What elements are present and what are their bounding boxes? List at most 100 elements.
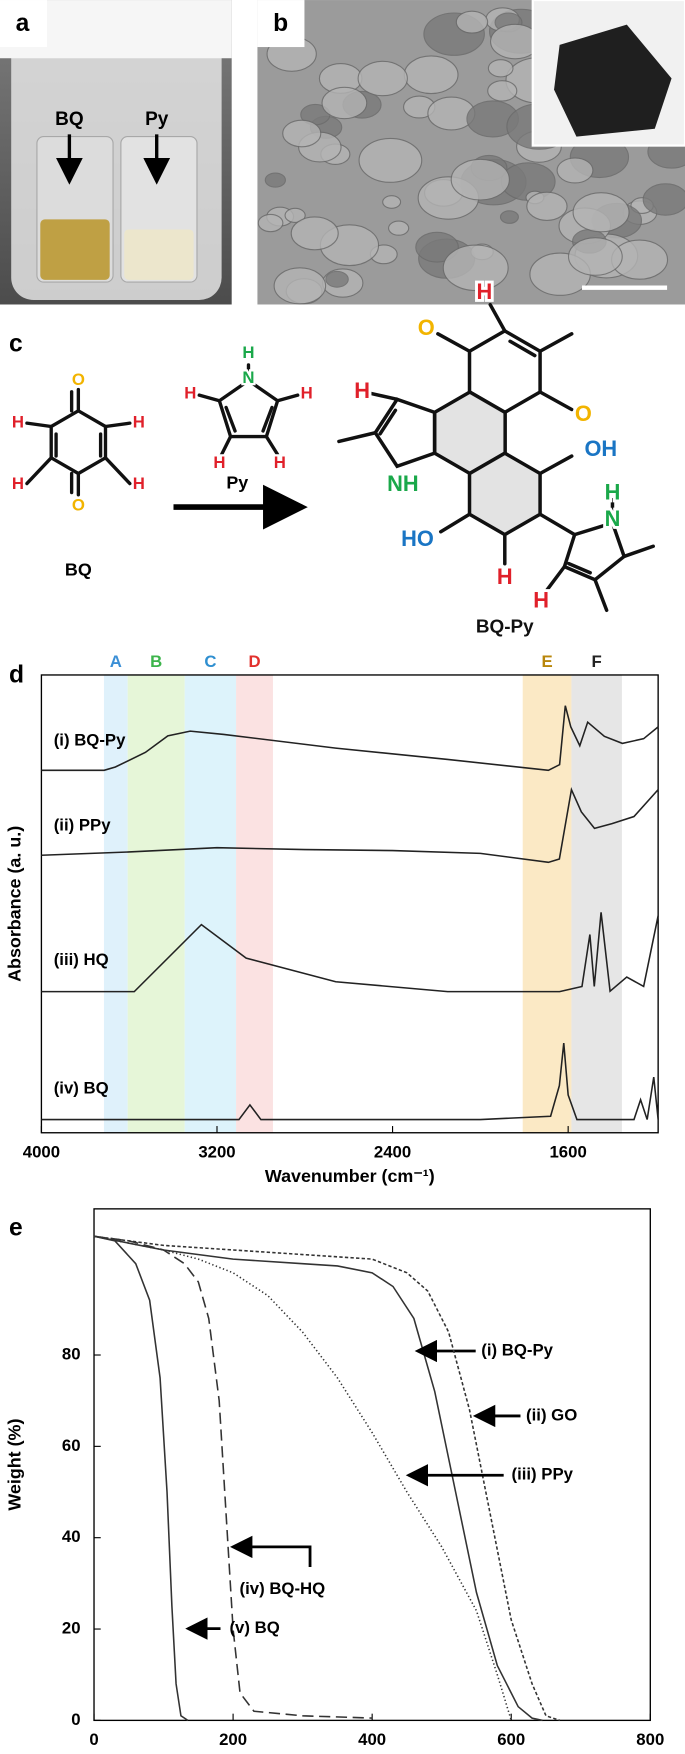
- ring: [217, 378, 280, 439]
- aromatic-shade: [469, 453, 541, 535]
- series-line: [93, 1235, 512, 1721]
- panel-letter: d: [9, 662, 24, 689]
- vial-label: BQ: [55, 109, 84, 130]
- sem-grain: [325, 270, 349, 288]
- bond: [103, 456, 132, 486]
- series-line: [41, 786, 659, 864]
- bond: [538, 512, 577, 537]
- panel-letter: a: [16, 10, 30, 37]
- series-line: [41, 912, 659, 993]
- bond: [369, 391, 399, 402]
- sem-grain: [556, 157, 594, 184]
- atom-label: H: [12, 474, 24, 493]
- atom-label: H: [605, 480, 621, 505]
- series-label: (ii) GO: [526, 1405, 577, 1424]
- series-label: (iv) BQ-HQ: [240, 1579, 326, 1598]
- band-label: D: [248, 652, 260, 671]
- sem-grain: [415, 231, 459, 263]
- series-label: (v) BQ: [229, 1618, 279, 1637]
- series-line: [41, 1043, 659, 1121]
- sem-grain: [450, 158, 510, 201]
- sem-grain: [403, 55, 459, 95]
- series-line: [41, 705, 659, 772]
- plot-frame: [40, 674, 659, 1134]
- atom-label: O: [72, 370, 85, 389]
- bond: [538, 390, 574, 412]
- band-label: B: [150, 652, 162, 671]
- molecule-name: BQ-Py: [476, 617, 534, 638]
- sem-grain: [455, 10, 489, 34]
- sem-grain: [282, 119, 322, 148]
- atom-label: HO: [401, 526, 434, 551]
- bond: [439, 512, 472, 534]
- atom-label: O: [418, 315, 435, 340]
- x-tick-label: 200: [219, 1730, 247, 1749]
- series-label: (iii) PPy: [512, 1465, 574, 1484]
- panel-letter: c: [9, 330, 23, 357]
- y-tick-label: 20: [62, 1618, 81, 1637]
- aromatic-shade: [434, 392, 506, 474]
- sem-grain: [358, 137, 423, 183]
- atom-label: O: [72, 495, 85, 514]
- sem-grain: [499, 210, 519, 224]
- atom-label: N: [605, 506, 621, 531]
- panel-b-sem: [257, 0, 685, 305]
- x-tick-label: 800: [636, 1730, 664, 1749]
- atom-label: N: [242, 368, 254, 387]
- ring: [562, 520, 627, 582]
- sem-grain: [487, 80, 518, 102]
- sem-grain: [526, 191, 568, 221]
- bond: [593, 577, 609, 613]
- atom-label: OH: [584, 436, 617, 461]
- sem-grain: [442, 244, 509, 292]
- sem-grain: [642, 183, 685, 216]
- bond: [224, 405, 237, 433]
- band-label: C: [204, 652, 216, 671]
- y-tick-label: 40: [62, 1527, 81, 1546]
- molecule-name: BQ: [65, 560, 92, 580]
- bond: [378, 408, 398, 436]
- sem-grain: [284, 207, 306, 224]
- x-tick-label: 2400: [374, 1142, 411, 1161]
- sem-grain: [487, 59, 514, 78]
- x-tick-label: 600: [497, 1730, 525, 1749]
- band-label: E: [541, 652, 552, 671]
- y-tick-label: 60: [62, 1436, 81, 1455]
- x-tick-label: 4000: [23, 1142, 60, 1161]
- band-label: A: [110, 652, 122, 671]
- atom-label: H: [533, 587, 549, 612]
- band-label: F: [592, 652, 602, 671]
- bond: [25, 456, 53, 486]
- x-tick-label: 400: [358, 1730, 386, 1749]
- series-line: [93, 1235, 373, 1719]
- band: [522, 674, 572, 1133]
- bond: [622, 544, 655, 559]
- atom-label: H: [274, 453, 286, 472]
- bond: [25, 421, 53, 429]
- sem-grain: [357, 60, 408, 97]
- atom-label: H: [242, 343, 254, 362]
- sem-grain: [382, 195, 402, 209]
- sem-grain: [567, 237, 623, 276]
- bond: [538, 454, 574, 476]
- sem-grain: [264, 172, 286, 188]
- atom-label: H: [213, 453, 225, 472]
- series-line: [93, 1235, 543, 1722]
- panel-a-photo: [0, 0, 232, 305]
- band: [103, 674, 128, 1133]
- band: [127, 674, 185, 1133]
- atom-label: H: [12, 413, 24, 432]
- atom-label: O: [575, 401, 592, 426]
- bond: [197, 393, 222, 403]
- y-axis-label: Absorbance (a. u.): [4, 826, 24, 982]
- bond: [538, 332, 574, 354]
- bond: [567, 561, 592, 575]
- sem-grain: [572, 192, 630, 233]
- band: [184, 674, 237, 1133]
- ring: [49, 408, 108, 476]
- panel-letter: b: [273, 10, 288, 37]
- atom-label: NH: [387, 471, 419, 496]
- series-label: (i) BQ-Py: [481, 1340, 553, 1359]
